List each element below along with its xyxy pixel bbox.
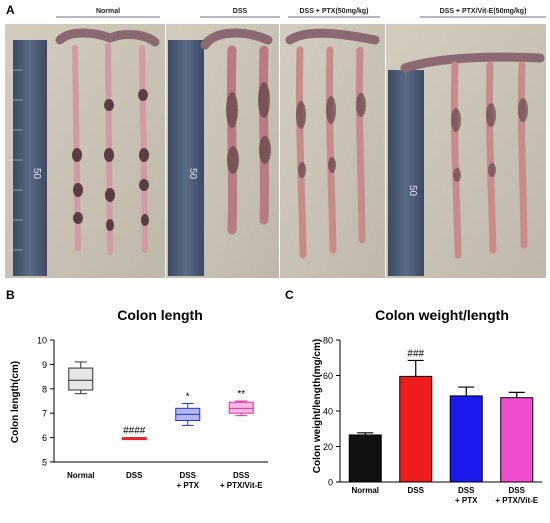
- panel-c-letter: C: [285, 288, 294, 302]
- svg-text:DSS + PTX(50mg/kg): DSS + PTX(50mg/kg): [299, 8, 368, 15]
- y-tick-label: 20: [323, 442, 333, 452]
- chart-c-ylabel: Colon weight/length(mg/cm): [312, 339, 323, 473]
- significance-label: ####: [123, 426, 146, 437]
- svg-text:50: 50: [407, 185, 418, 197]
- group-label-dss: DSS: [200, 8, 280, 18]
- y-tick-label: 0: [328, 478, 333, 488]
- x-tick-label: DSS: [408, 486, 425, 495]
- box: [68, 367, 94, 391]
- svg-text:DSS + PTX/Vit-E(50mg/kg): DSS + PTX/Vit-E(50mg/kg): [440, 8, 527, 15]
- photo-dss-ptx-vite: 50: [386, 24, 546, 278]
- y-tick-label: 7: [42, 409, 47, 419]
- x-tick-label: DSS + PTX: [177, 471, 200, 490]
- y-tick-label: 8: [42, 384, 47, 394]
- svg-text:Normal: Normal: [96, 8, 120, 15]
- bar: [348, 434, 382, 483]
- x-tick-label: DSS: [126, 471, 143, 480]
- box: [228, 401, 254, 414]
- y-tick-label: 10: [37, 336, 47, 346]
- group-label-normal: Normal: [56, 8, 160, 18]
- y-tick-label: 80: [323, 336, 333, 346]
- significance-label: ###: [407, 348, 424, 359]
- panel-a: A Normal DSS DSS + PTX(50mg/kg) DSS + PT…: [5, 3, 546, 278]
- x-tick-label: DSS + PTX: [455, 486, 478, 505]
- panel-b: B Colon length Colon length(cm) 5 6 7 8 9 10 N…: [6, 288, 268, 490]
- svg-text:DSS: DSS: [233, 8, 248, 15]
- svg-text:50: 50: [31, 168, 42, 180]
- chart-c: 0 20 40 60 80 Normal ### DSS DSS + PTX DSS + PTX/Vi…: [323, 336, 542, 505]
- significance-label: **: [237, 389, 245, 400]
- x-tick-label: DSS + PTX/Vit-E: [220, 471, 263, 490]
- panel-a-letter: A: [6, 3, 15, 17]
- photo-dss: 50: [166, 24, 279, 278]
- significance-label: *: [186, 391, 190, 402]
- ruler: [168, 40, 204, 276]
- ruler: [13, 40, 47, 276]
- chart-b: 5 6 7 8 9 10 Normal #### DSS * DSS + PTX ** DSS + PTX/…: [37, 336, 268, 490]
- ruler: [388, 70, 424, 276]
- group-label-dss-ptx: DSS + PTX(50mg/kg): [288, 8, 380, 18]
- bar: [500, 397, 534, 483]
- chart-b-ylabel: Colon length(cm): [10, 361, 21, 443]
- y-tick-label: 40: [323, 407, 333, 417]
- x-tick-label: Normal: [67, 471, 95, 480]
- y-tick-label: 9: [42, 360, 47, 370]
- svg-text:50: 50: [187, 168, 198, 180]
- group-label-dss-ptx-vite: DSS + PTX/Vit-E(50mg/kg): [420, 8, 546, 18]
- y-tick-label: 60: [323, 371, 333, 381]
- y-tick-label: 5: [42, 458, 47, 468]
- x-tick-label: DSS + PTX/Vit-E: [495, 486, 538, 505]
- bar: [399, 375, 433, 483]
- y-tick-label: 6: [42, 433, 47, 443]
- bar: [449, 395, 483, 483]
- panel-c: C Colon weight/length Colon weight/lengt…: [285, 288, 542, 505]
- x-tick-label: Normal: [351, 486, 379, 495]
- chart-b-title: Colon length: [117, 307, 203, 323]
- photo-dss-ptx: [280, 24, 385, 278]
- panel-b-letter: B: [6, 288, 15, 302]
- chart-c-title: Colon weight/length: [375, 307, 509, 323]
- photo-normal: 50: [5, 24, 165, 278]
